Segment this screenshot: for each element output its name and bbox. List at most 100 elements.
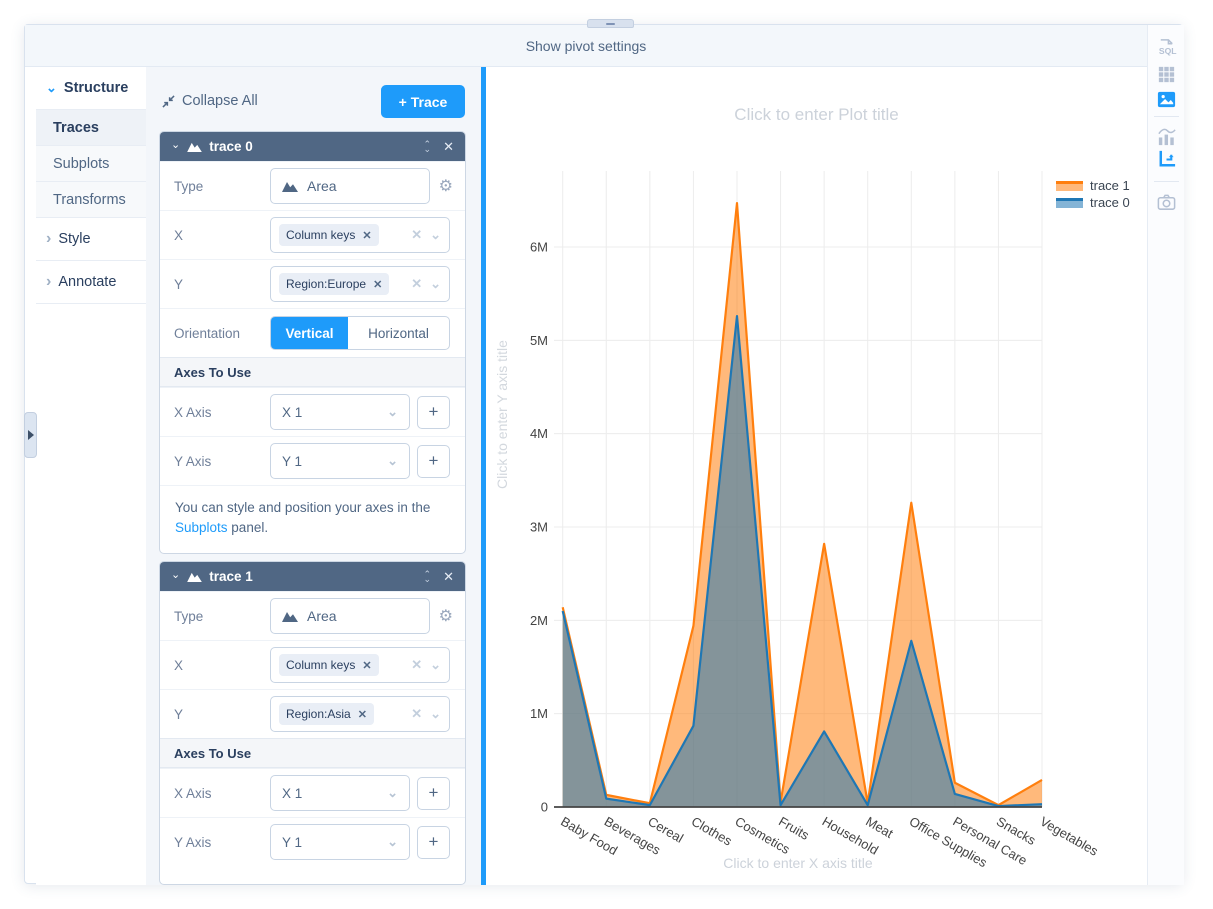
clear-field-icon[interactable]: ✕ [411, 657, 423, 672]
chart-analytics-icon[interactable] [1156, 126, 1177, 147]
x-data-field[interactable]: Column keys ✕ ✕ ⌄ [270, 217, 450, 253]
chart-image-icon[interactable] [1156, 89, 1177, 110]
collapse-all-button[interactable]: Collapse All [162, 93, 258, 109]
x-axis-row: X Axis X 1 ⌄ + [160, 768, 465, 817]
y-data-row: Y Region:Europe ✕ ✕ ⌄ [160, 259, 465, 308]
traces-panel: Collapse All + Trace ⌄ trace 0 ⌃ ⌄ ✕ Type [146, 67, 481, 885]
sidebar-item-label: Transforms [53, 191, 126, 208]
legend-item-trace-0[interactable]: trace 0 [1056, 194, 1130, 211]
area-line-trace-0 [561, 314, 1043, 808]
sidebar-expand-handle[interactable] [24, 412, 37, 458]
x-axis-select[interactable]: X 1 ⌄ [270, 775, 410, 811]
panel-resize-divider[interactable] [481, 67, 486, 885]
y-axis-select[interactable]: Y 1 ⌄ [270, 824, 410, 860]
orientation-horizontal-button[interactable]: Horizontal [368, 325, 429, 341]
chevron-down-icon: ⌄ [171, 568, 181, 581]
y-data-field[interactable]: Region:Asia ✕ ✕ ⌄ [270, 696, 450, 732]
data-grid-icon[interactable] [1156, 64, 1177, 85]
plot-title-placeholder[interactable]: Click to enter Plot title [734, 105, 899, 124]
orientation-row: Orientation Vertical Horizontal [160, 308, 465, 357]
x-data-field[interactable]: Column keys ✕ ✕ ⌄ [270, 647, 450, 683]
trace-1-header[interactable]: ⌄ trace 1 ⌃ ⌄ ✕ [160, 562, 465, 591]
area-trace-icon [187, 142, 203, 152]
chevron-right-icon: › [46, 230, 52, 247]
add-y-axis-button[interactable]: + [417, 825, 450, 859]
sidebar-item-structure[interactable]: ⌄ Structure [36, 67, 146, 110]
sidebar-item-label: Style [58, 231, 91, 247]
gear-icon[interactable]: ⚙ [438, 178, 453, 195]
chart-canvas[interactable]: Click to enter Plot title 0 1M 2M 3M 4M 5M 6M B… [486, 67, 1147, 885]
add-x-axis-button[interactable]: + [417, 395, 450, 429]
remove-chip-icon[interactable]: ✕ [362, 229, 372, 242]
x-tick-label: Vegetables [1038, 814, 1102, 859]
legend-swatch-trace-0 [1056, 197, 1083, 208]
trace-type-field[interactable]: Area [270, 168, 430, 204]
sidebar-item-label: Subplots [53, 155, 110, 172]
y-tick-label: 5M [530, 333, 548, 348]
area-type-icon [282, 182, 298, 192]
sidebar-item-subplots[interactable]: Subplots [36, 146, 146, 182]
trace-type-field[interactable]: Area [270, 598, 430, 634]
remove-chip-icon[interactable]: ✕ [373, 278, 383, 291]
subplots-link[interactable]: Subplots [175, 520, 228, 536]
close-icon[interactable]: ✕ [443, 568, 454, 584]
right-toolbar: SQL [1147, 25, 1184, 885]
reorder-trace-icon[interactable]: ⌃ ⌄ [423, 568, 432, 584]
x-axis-select[interactable]: X 1 ⌄ [270, 394, 410, 430]
y-tick-label: 1M [530, 706, 548, 721]
trace-0-header[interactable]: ⌄ trace 0 ⌃ ⌄ ✕ [160, 132, 465, 161]
y-data-field[interactable]: Region:Europe ✕ ✕ ⌄ [270, 266, 450, 302]
legend-swatch-trace-1 [1056, 180, 1083, 191]
pivot-settings-drag-handle[interactable] [587, 19, 634, 28]
add-x-axis-button[interactable]: + [417, 776, 450, 810]
remove-chip-icon[interactable]: ✕ [357, 708, 367, 721]
add-y-axis-button[interactable]: + [417, 444, 450, 478]
axes-to-use-header: Axes To Use [160, 357, 465, 387]
camera-icon[interactable] [1156, 192, 1177, 213]
sidebar-item-traces[interactable]: Traces [36, 110, 146, 146]
x-axis-title-placeholder[interactable]: Click to enter X axis title [723, 855, 873, 871]
clear-field-icon[interactable]: ✕ [411, 706, 423, 721]
axes-layout-icon[interactable] [1156, 149, 1177, 170]
sidebar-item-style[interactable]: › Style [36, 218, 146, 261]
orientation-vertical-button[interactable]: Vertical [271, 317, 348, 349]
add-trace-button[interactable]: + Trace [381, 85, 465, 118]
sidebar-item-label: Annotate [58, 274, 117, 290]
gear-icon[interactable]: ⚙ [438, 608, 453, 625]
area-type-icon [282, 612, 298, 622]
legend: trace 1 trace 0 [1056, 177, 1130, 211]
caret-right-icon [27, 430, 34, 440]
remove-chip-icon[interactable]: ✕ [362, 659, 372, 672]
sql-file-icon[interactable]: SQL [1156, 37, 1177, 58]
chevron-down-icon[interactable]: ⌄ [430, 227, 441, 242]
chevron-right-icon: › [46, 273, 52, 290]
data-chip: Column keys ✕ [279, 654, 379, 676]
y-axis-select[interactable]: Y 1 ⌄ [270, 443, 410, 479]
show-pivot-settings-button[interactable]: Show pivot settings [525, 37, 647, 54]
close-icon[interactable]: ✕ [443, 138, 454, 154]
area-line-trace-1 [561, 202, 1043, 807]
clear-field-icon[interactable]: ✕ [411, 276, 423, 291]
y-tick-label: 2M [530, 613, 548, 628]
type-row: Type Area ⚙ [160, 161, 465, 210]
chevron-down-icon[interactable]: ⌄ [430, 706, 441, 721]
chevron-down-icon: ⌄ [387, 453, 398, 468]
x-tick-label: Clothes [689, 814, 735, 849]
y-tick-label: 3M [530, 520, 548, 535]
axes-to-use-header: Axes To Use [160, 738, 465, 768]
area-fill-trace-1 [562, 203, 1042, 807]
clear-field-icon[interactable]: ✕ [411, 227, 423, 242]
x-data-row: X Column keys ✕ ✕ ⌄ [160, 640, 465, 689]
chevron-down-icon: ⌄ [387, 404, 398, 419]
trace-card-0: ⌄ trace 0 ⌃ ⌄ ✕ Type Area [159, 131, 466, 554]
reorder-trace-icon[interactable]: ⌃ ⌄ [423, 138, 432, 154]
toolbar-divider [1154, 181, 1179, 182]
chevron-down-icon[interactable]: ⌄ [430, 657, 441, 672]
legend-item-trace-1[interactable]: trace 1 [1056, 177, 1130, 194]
chevron-down-icon[interactable]: ⌄ [430, 276, 441, 291]
sidebar-item-annotate[interactable]: › Annotate [36, 261, 146, 304]
sidebar-item-transforms[interactable]: Transforms [36, 182, 146, 218]
y-tick-label: 0 [541, 800, 548, 815]
